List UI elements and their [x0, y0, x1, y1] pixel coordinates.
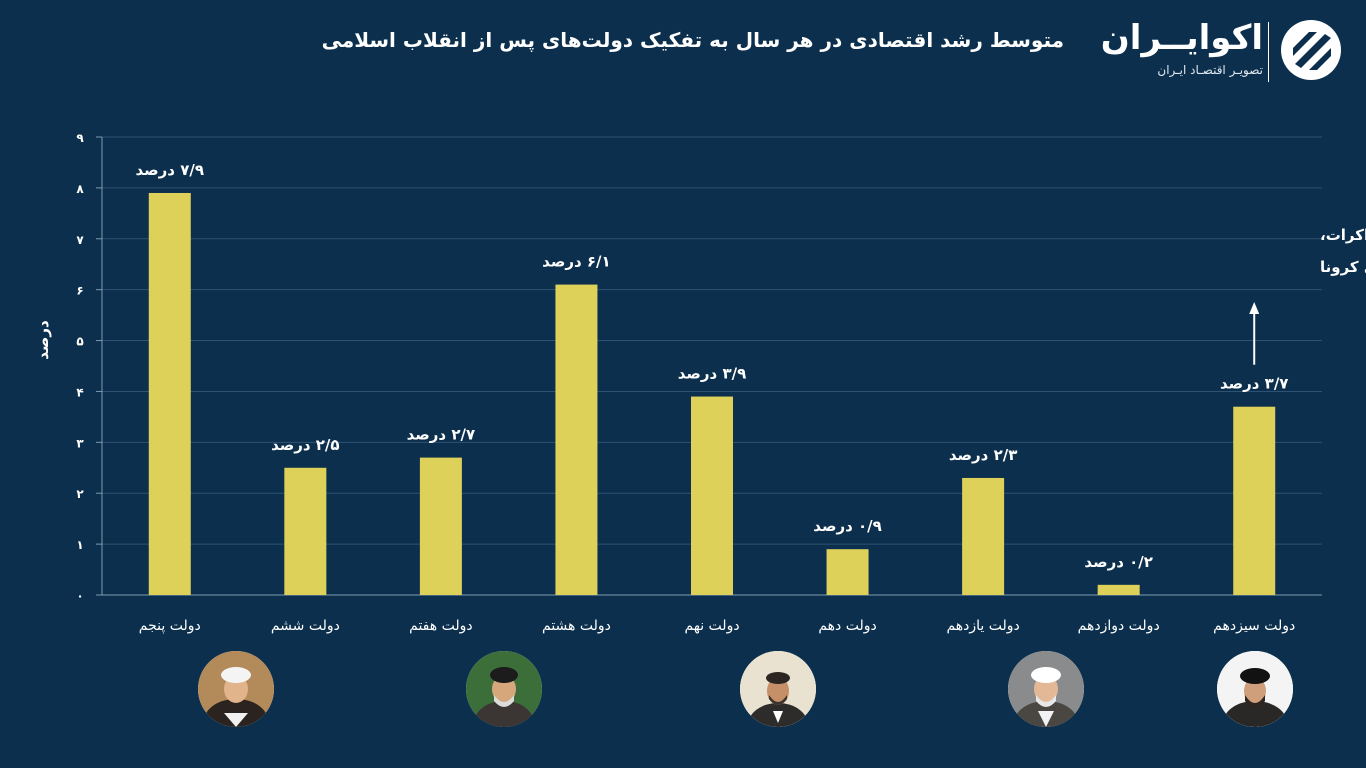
y-tick-label: ۱: [76, 538, 83, 552]
bar-value-label: ۲/۳ درصد: [949, 446, 1018, 464]
y-tick-label: ۴: [76, 385, 83, 399]
chart-title: متوسط رشد اقتصادی در هر سال به تفکیک دول…: [321, 28, 1064, 52]
y-tick-label: ۵: [76, 335, 83, 349]
y-tick-label: ۷: [76, 233, 84, 247]
category-label: دولت هشتم: [542, 618, 611, 634]
bar: [284, 467, 327, 595]
y-tick-label: ۹: [76, 131, 84, 145]
category-label: دولت دهم: [818, 618, 876, 634]
annotation-text: آغاز دوباره مذاکرات،: [1320, 226, 1366, 244]
annotation-text: پایان پاندمی کرونا: [1320, 258, 1366, 277]
y-axis-label: درصد: [34, 320, 52, 360]
y-tick-label: ۳: [76, 436, 84, 450]
bar-value-label: ۰/۲ درصد: [1084, 553, 1153, 571]
bar-value-label: ۲/۷ درصد: [407, 426, 476, 444]
portrait-dolat-haftom: [466, 651, 542, 727]
bar-value-label: ۷/۹ درصد: [136, 161, 205, 179]
portrait-dolat-yazdahom: [1008, 651, 1084, 727]
y-tick-label: ۸: [76, 182, 84, 196]
category-label: دولت یازدهم: [946, 618, 1019, 634]
bar: [1097, 584, 1140, 595]
bar-value-label: ۳/۹ درصد: [678, 365, 747, 383]
bar: [691, 396, 733, 595]
bar: [1233, 406, 1276, 595]
bar: [148, 192, 191, 595]
category-label: دولت سیزدهم: [1213, 618, 1295, 634]
y-tick-label: ۰: [76, 589, 83, 603]
category-label: دولت هفتم: [409, 618, 472, 634]
y-tick-label: ۲: [76, 487, 84, 501]
brand-name: اکوایــران: [1100, 18, 1263, 58]
category-label: دولت دوازدهم: [1078, 618, 1160, 634]
portrait-dolat-nohom: [740, 651, 816, 727]
bar-value-label: ۶/۱ درصد: [542, 253, 611, 271]
brand-subtitle: تصویـر اقتصـاد ایـران: [1157, 63, 1263, 77]
bar-value-label: ۰/۹ درصد: [813, 517, 882, 535]
brand-divider: [1268, 22, 1269, 82]
bar: [419, 457, 462, 595]
portrait-dolat-panjom: [198, 651, 274, 727]
ecoiran-logo-icon: [1281, 20, 1341, 80]
bar: [826, 549, 869, 595]
category-label: دولت ششم: [271, 618, 340, 634]
annotation-arrow-head: [1249, 302, 1260, 314]
bar-value-label: ۲/۵ درصد: [271, 436, 340, 454]
y-tick-label: ۶: [76, 284, 83, 298]
portrait-dolat-sizdahom: [1217, 651, 1293, 727]
bar: [962, 477, 1005, 595]
bar-value-label: ۳/۷ درصد: [1220, 375, 1289, 393]
category-label: دولت نهم: [684, 618, 739, 634]
bar: [555, 284, 598, 595]
category-label: دولت پنجم: [139, 618, 201, 634]
